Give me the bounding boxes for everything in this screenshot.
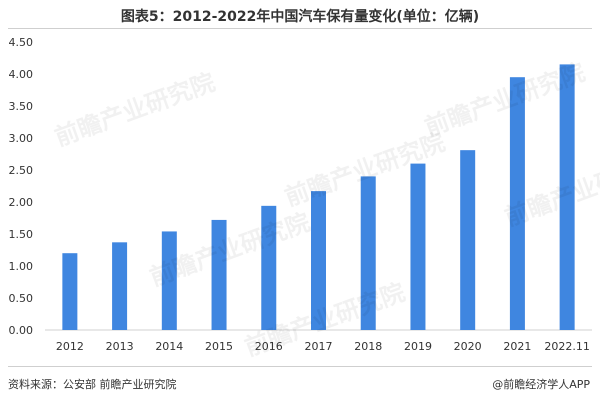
credit-note: @前瞻经济学人APP [492, 378, 590, 391]
bar-2016 [261, 205, 277, 330]
x-tick-label: 2013 [106, 340, 134, 353]
bar-2020 [460, 150, 476, 330]
y-tick-label: 3.50 [9, 100, 34, 113]
bar-2012 [62, 253, 78, 330]
y-tick-label: 2.00 [9, 196, 34, 209]
y-tick-label: 0.00 [9, 324, 34, 337]
y-tick-label: 0.50 [9, 292, 34, 305]
bar-2021 [509, 77, 525, 330]
x-tick-label: 2022.11 [544, 340, 590, 353]
y-tick-label: 2.50 [9, 164, 34, 177]
x-tick-label: 2015 [205, 340, 233, 353]
bar-2015 [211, 219, 227, 330]
bar-2013 [112, 242, 128, 330]
chart-area: 0.00 0.50 1.00 1.50 2.00 2.50 3.00 3.50 4.00 4.50… [0, 28, 600, 358]
y-tick-label: 1.50 [9, 228, 34, 241]
x-tick-label: 2012 [56, 340, 84, 353]
bar-2022.11 [559, 64, 575, 331]
x-tick-label: 2017 [305, 340, 333, 353]
y-tick-label: 1.00 [9, 260, 34, 273]
bar-chart: 0.00 0.50 1.00 1.50 2.00 2.50 3.00 3.50 4.00 4.50… [9, 36, 592, 353]
y-tick-label: 3.00 [9, 132, 34, 145]
title-divider [8, 28, 592, 29]
x-tick-label: 2018 [354, 340, 382, 353]
x-tick-label: 2020 [454, 340, 482, 353]
source-note: 资料来源：公安部 前瞻产业研究院 [8, 378, 177, 391]
chart-title: 图表5：2012-2022年中国汽车保有量变化(单位：亿辆) [120, 9, 480, 25]
x-tick-label: 2019 [404, 340, 432, 353]
bar-2017 [311, 191, 326, 330]
bar-2018 [360, 176, 376, 330]
x-tick-label: 2016 [255, 340, 283, 353]
y-tick-label: 4.50 [9, 36, 34, 49]
bar-2019 [410, 163, 426, 330]
bar-2014 [161, 231, 177, 330]
footer-divider [8, 366, 592, 367]
y-tick-label: 4.00 [9, 68, 34, 81]
x-tick-label: 2014 [155, 340, 183, 353]
x-tick-label: 2021 [503, 340, 531, 353]
